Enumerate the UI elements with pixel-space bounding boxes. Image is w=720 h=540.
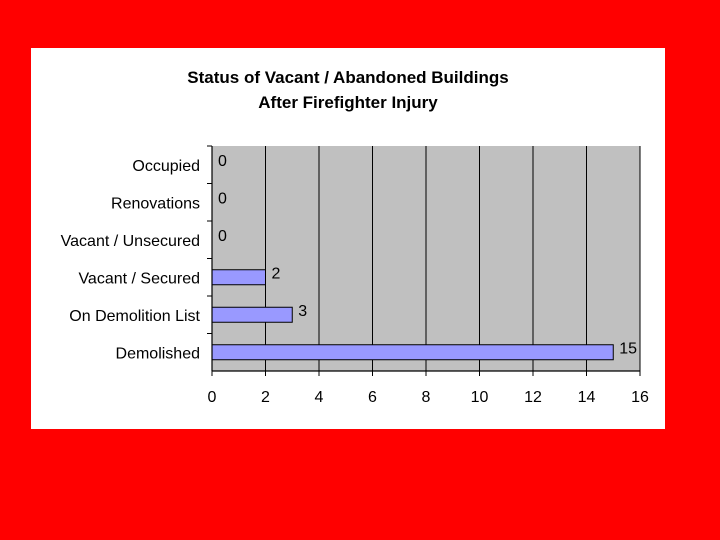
axes bbox=[207, 145, 641, 376]
data-label: 0 bbox=[218, 153, 227, 170]
data-label: 3 bbox=[298, 303, 307, 320]
x-tick-label: 4 bbox=[315, 389, 324, 406]
chart-panel: Status of Vacant / Abandoned Buildings A… bbox=[31, 48, 665, 429]
x-tick-label: 12 bbox=[524, 389, 542, 406]
bar-chart: 0 2 4 6 8 10 12 14 16 Occupied 0 Renovations 0 Vacant… bbox=[61, 145, 649, 406]
bars bbox=[211, 269, 614, 361]
chart-title-line-1: Status of Vacant / Abandoned Buildings bbox=[187, 68, 509, 87]
x-tick-label: 14 bbox=[578, 389, 596, 406]
x-tick-label: 0 bbox=[208, 389, 217, 406]
data-label: 0 bbox=[218, 228, 227, 245]
x-tick-label: 10 bbox=[471, 389, 489, 406]
category-label: Vacant / Secured bbox=[78, 270, 200, 287]
x-tick-label: 16 bbox=[631, 389, 649, 406]
x-tick-label: 6 bbox=[368, 389, 377, 406]
bar bbox=[211, 306, 293, 323]
data-label: 0 bbox=[218, 190, 227, 207]
bar bbox=[211, 344, 614, 361]
chart-title: Status of Vacant / Abandoned Buildings A… bbox=[31, 65, 665, 115]
category-label: Vacant / Unsecured bbox=[61, 233, 200, 250]
chart-title-line-2: After Firefighter Injury bbox=[258, 93, 438, 112]
data-label: 15 bbox=[619, 340, 637, 357]
category-label: Demolished bbox=[116, 345, 200, 362]
bar bbox=[211, 269, 266, 286]
gridlines bbox=[265, 146, 641, 371]
category-label: On Demolition List bbox=[69, 308, 200, 325]
x-tick-label: 2 bbox=[261, 389, 270, 406]
category-label: Occupied bbox=[132, 158, 200, 175]
x-tick-label: 8 bbox=[422, 389, 431, 406]
category-label: Renovations bbox=[111, 195, 200, 212]
labels: 0 2 4 6 8 10 12 14 16 Occupied 0 Renovations 0 Vacant… bbox=[61, 153, 649, 406]
data-label: 2 bbox=[272, 265, 281, 282]
